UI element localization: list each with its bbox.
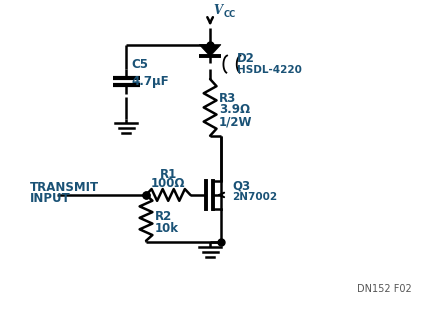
Text: 3.9Ω: 3.9Ω bbox=[218, 104, 250, 116]
Text: CC: CC bbox=[224, 11, 236, 19]
Text: R1: R1 bbox=[159, 168, 177, 181]
Text: V: V bbox=[213, 3, 222, 16]
Text: 10k: 10k bbox=[155, 222, 178, 235]
Text: INPUT: INPUT bbox=[30, 193, 71, 205]
Text: C5: C5 bbox=[131, 58, 148, 71]
Text: Q3: Q3 bbox=[232, 180, 250, 193]
Text: DN152 F02: DN152 F02 bbox=[357, 284, 411, 294]
Text: D2: D2 bbox=[237, 52, 254, 65]
Text: R3: R3 bbox=[218, 92, 236, 105]
Text: HSDL-4220: HSDL-4220 bbox=[237, 65, 301, 75]
Text: 2N7002: 2N7002 bbox=[232, 193, 277, 202]
Text: R2: R2 bbox=[155, 210, 172, 223]
Text: TRANSMIT: TRANSMIT bbox=[30, 180, 99, 193]
Text: 1/2W: 1/2W bbox=[218, 116, 252, 129]
Text: 100Ω: 100Ω bbox=[151, 177, 185, 190]
Polygon shape bbox=[199, 44, 220, 57]
Text: 4.7μF: 4.7μF bbox=[131, 75, 168, 88]
